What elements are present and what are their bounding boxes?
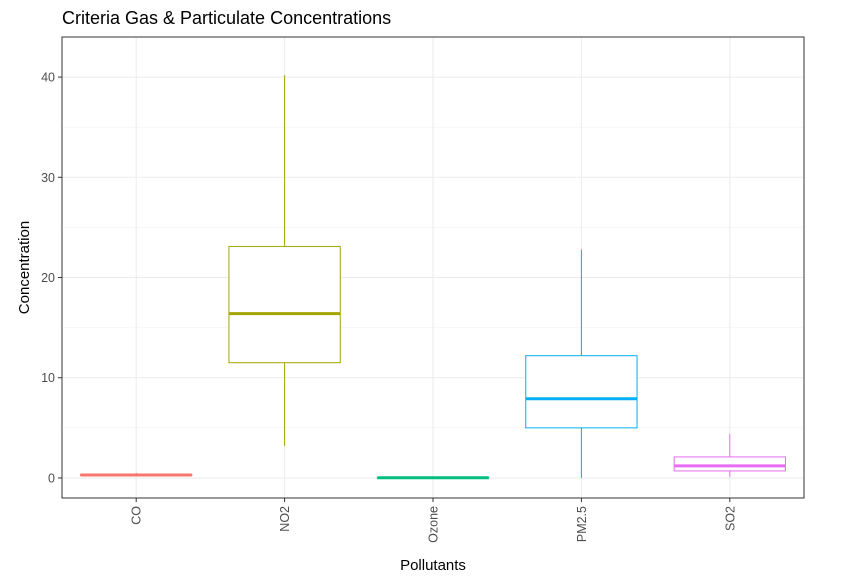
x-tick-label: PM2.5 (575, 506, 589, 542)
box-so2 (673, 433, 786, 477)
axis-layer: 0 10 20 30 40 CO NO2 Ozone PM2.5 SO2 (41, 71, 737, 543)
box-ozone (376, 476, 490, 480)
box-pm25 (525, 249, 638, 478)
x-tick-label: Ozone (427, 506, 441, 543)
x-tick-label: SO2 (723, 506, 737, 531)
box-body (525, 355, 638, 429)
x-axis-label: Pollutants (400, 557, 466, 574)
box-co (80, 472, 193, 477)
chart-title: Criteria Gas & Particulate Concentration… (62, 8, 392, 28)
x-tick-label: NO2 (278, 506, 292, 532)
y-axis-label: Concentration (16, 221, 33, 314)
box-body (673, 456, 786, 472)
y-tick-label: 40 (41, 71, 55, 85)
y-tick-label: 20 (41, 271, 55, 285)
box-no2 (228, 75, 341, 446)
box-layer (80, 75, 786, 480)
x-tick-label: CO (130, 506, 144, 525)
y-tick-label: 30 (41, 171, 55, 185)
y-tick-label: 10 (41, 371, 55, 385)
grid-layer (62, 37, 804, 498)
box-body (228, 245, 341, 364)
y-tick-label: 0 (48, 471, 55, 485)
